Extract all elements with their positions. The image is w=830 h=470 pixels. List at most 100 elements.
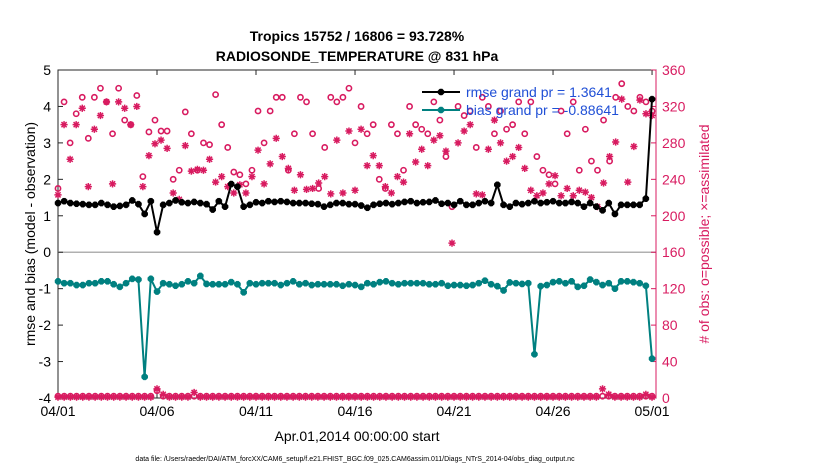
bias-marker xyxy=(586,276,594,283)
bias-marker xyxy=(85,279,93,287)
obs-assimilated-floor-marker xyxy=(400,393,409,401)
obs-possible-marker xyxy=(212,91,220,98)
obs-possible-marker xyxy=(369,121,377,129)
obs-assimilated-marker xyxy=(478,191,486,199)
obs-possible-marker xyxy=(503,125,510,133)
rmse-marker xyxy=(122,201,130,209)
left-y-tick-label: 2 xyxy=(43,171,51,187)
rmse-marker xyxy=(531,197,538,205)
rmse-marker xyxy=(234,183,241,190)
rmse-marker xyxy=(370,201,377,209)
rmse-marker xyxy=(407,197,415,205)
obs-assimilated-marker xyxy=(108,180,117,188)
obs-assimilated-marker xyxy=(606,152,614,161)
obs-possible-marker xyxy=(545,171,553,179)
obs-assimilated-marker xyxy=(369,152,377,160)
bias-marker xyxy=(289,278,297,285)
rmse-marker xyxy=(611,210,619,218)
bias-marker xyxy=(648,355,656,362)
right-y-tick-label: 160 xyxy=(662,244,686,260)
bias-marker xyxy=(537,282,544,290)
bias-marker xyxy=(500,287,507,294)
bias-marker xyxy=(172,282,179,290)
obs-assimilated-marker xyxy=(127,121,135,129)
obs-possible-marker xyxy=(60,98,68,106)
bias-marker xyxy=(141,373,148,381)
bias-marker xyxy=(128,275,136,283)
rmse-marker xyxy=(172,197,179,204)
obs-assimilated-floor-marker xyxy=(605,390,613,398)
bias-marker xyxy=(308,281,316,289)
bias-marker xyxy=(252,280,260,288)
obs-possible-marker xyxy=(563,130,571,138)
rmse-marker xyxy=(240,203,247,210)
obs-possible-marker xyxy=(612,93,620,101)
rmse-marker xyxy=(438,200,445,208)
obs-assimilated-marker xyxy=(581,188,589,196)
obs-assimilated-floor-marker xyxy=(190,388,198,397)
obs-possible-floor-marker xyxy=(599,392,606,400)
obs-assimilated-marker xyxy=(139,183,147,191)
bias-marker xyxy=(54,278,62,285)
obs-assimilated-floor-marker xyxy=(549,393,557,401)
legend-label-rmse: rmse grand pr = 1.3641 xyxy=(466,84,612,100)
rmse-marker xyxy=(345,200,353,208)
bias-marker xyxy=(463,282,470,290)
chart-title-line1: Tropics 15752 / 16806 = 93.728% xyxy=(250,28,465,44)
obs-assimilated-floor-marker xyxy=(592,393,600,401)
obs-assimilated-marker xyxy=(545,180,553,188)
rmse-marker xyxy=(141,210,148,218)
obs-possible-marker xyxy=(406,103,413,110)
obs-assimilated-floor-marker xyxy=(221,393,229,401)
obs-assimilated-marker xyxy=(527,186,535,194)
obs-assimilated-floor-marker xyxy=(580,393,588,401)
bias-marker xyxy=(543,281,551,289)
obs-assimilated-floor-marker xyxy=(159,390,167,398)
x-tick-label: 04/11 xyxy=(239,403,273,419)
obs-assimilated-floor-marker xyxy=(462,393,471,401)
bias-marker xyxy=(531,350,538,358)
right-y-tick-label: 360 xyxy=(662,62,686,78)
obs-assimilated-marker xyxy=(466,121,474,129)
bias-marker xyxy=(469,281,476,289)
obs-assimilated-marker xyxy=(175,195,183,203)
obs-assimilated-floor-marker xyxy=(240,393,248,401)
obs-assimilated-marker xyxy=(648,111,656,120)
bias-marker xyxy=(79,281,87,289)
obs-assimilated-marker xyxy=(563,184,571,193)
obs-assimilated-floor-marker xyxy=(314,393,322,401)
obs-assimilated-floor-marker xyxy=(110,393,118,401)
obs-assimilated-marker xyxy=(454,139,462,147)
right-y-tick-label: 120 xyxy=(662,281,686,297)
obs-assimilated-floor-marker xyxy=(567,393,576,401)
obs-assimilated-floor-marker xyxy=(530,393,539,401)
obs-possible-marker xyxy=(594,166,601,174)
obs-possible-marker xyxy=(169,175,177,183)
obs-assimilated-marker xyxy=(60,121,68,129)
bias-marker xyxy=(314,280,322,288)
obs-assimilated-floor-marker xyxy=(611,393,619,401)
obs-possible-marker xyxy=(151,116,159,124)
obs-possible-marker xyxy=(624,103,632,110)
obs-assimilated-marker xyxy=(363,162,371,170)
obs-possible-marker xyxy=(588,157,595,165)
rmse-marker xyxy=(265,197,272,205)
obs-assimilated-floor-marker xyxy=(153,385,161,393)
bias-marker xyxy=(574,283,582,291)
obs-assimilated-marker xyxy=(121,104,129,112)
bias-marker xyxy=(203,280,210,288)
obs-assimilated-floor-marker xyxy=(617,393,625,401)
rmse-marker xyxy=(258,199,266,207)
bias-marker xyxy=(599,281,606,289)
obs-assimilated-marker xyxy=(624,178,632,186)
obs-possible-marker xyxy=(539,166,547,174)
bias-marker xyxy=(512,279,520,287)
obs-possible-marker xyxy=(321,144,329,151)
obs-possible-marker xyxy=(394,130,401,138)
bias-marker xyxy=(98,278,105,285)
obs-possible-marker xyxy=(581,125,589,133)
obs-assimilated-floor-marker xyxy=(66,393,74,401)
obs-possible-marker xyxy=(133,92,141,99)
obs-possible-marker xyxy=(145,128,153,136)
bias-marker xyxy=(580,282,588,290)
